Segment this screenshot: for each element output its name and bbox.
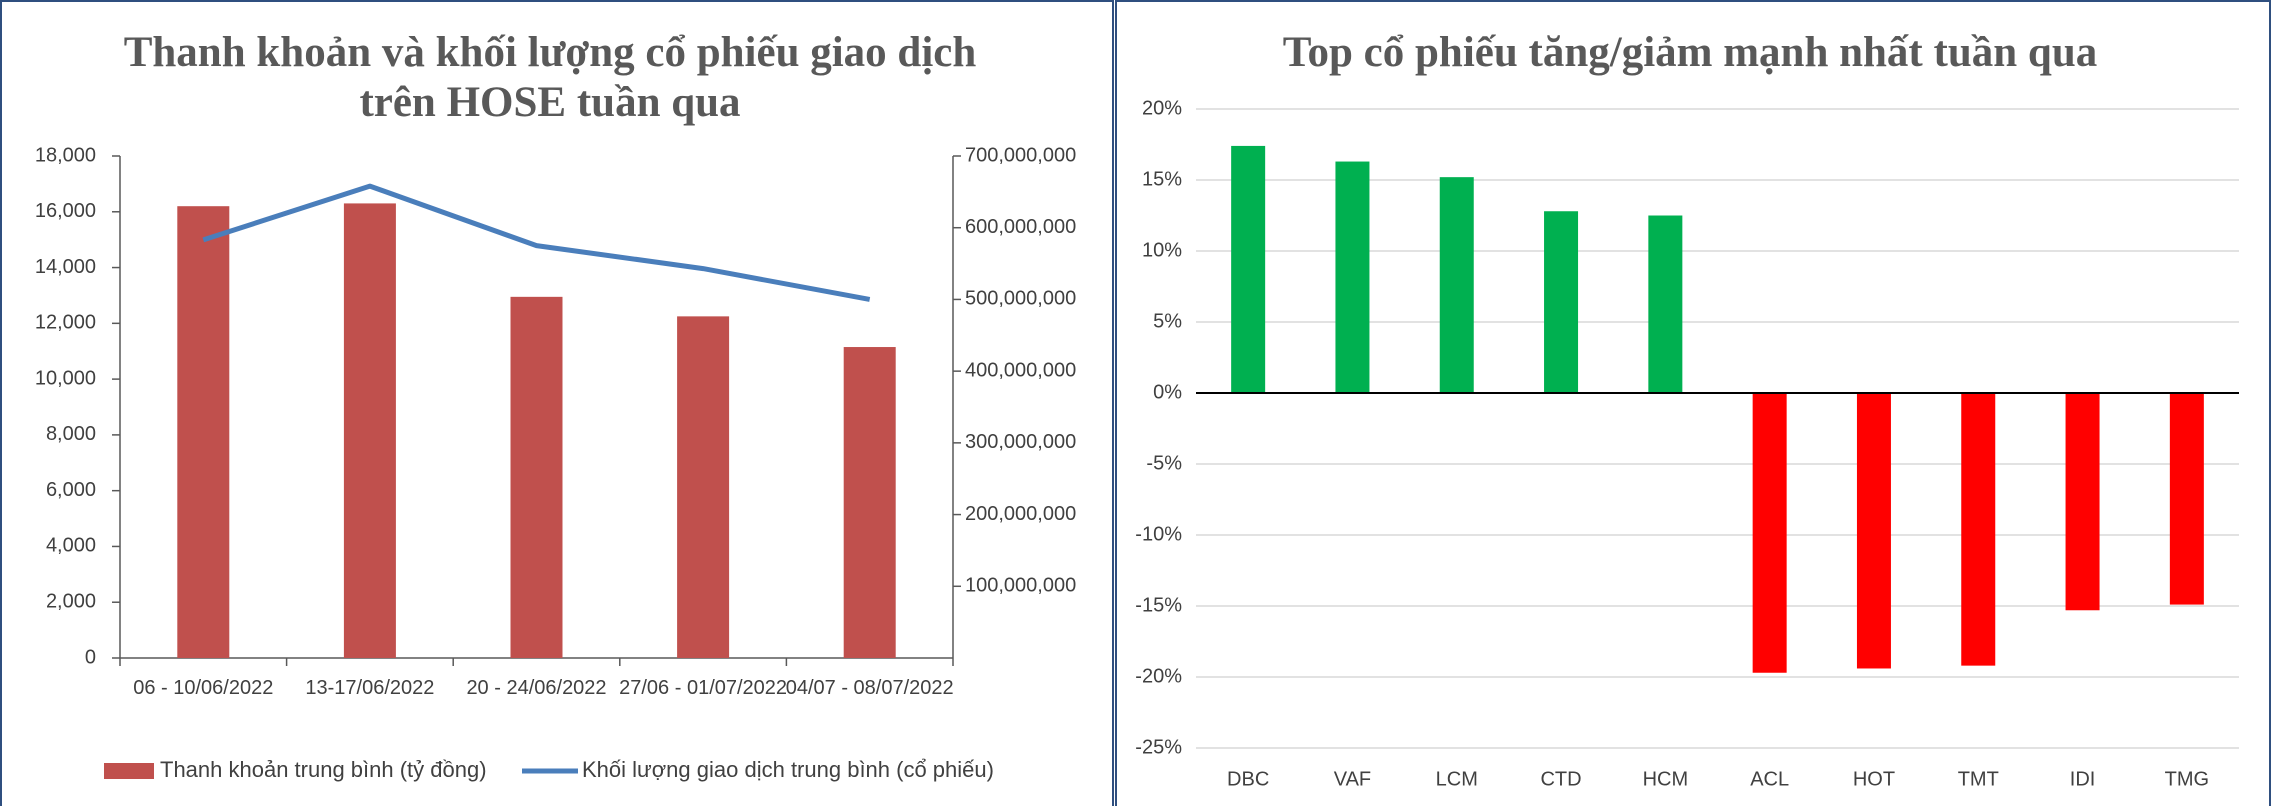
right-panel bbox=[1115, 0, 2271, 806]
bar bbox=[1856, 393, 1891, 669]
bar bbox=[843, 347, 896, 658]
x-tick-label: TMG bbox=[2165, 768, 2209, 790]
y-tick-label: -25% bbox=[1135, 736, 1182, 758]
x-tick-label: VAF bbox=[1334, 768, 1371, 790]
legend-swatch bbox=[104, 763, 154, 779]
x-tick-label: 20 - 24/06/2022 bbox=[466, 677, 607, 699]
y-tick-label: 18,000 bbox=[35, 144, 96, 166]
line bbox=[202, 183, 871, 302]
bar bbox=[2169, 393, 2204, 605]
bar bbox=[1752, 393, 1787, 673]
chart-title: Top cổ phiếu tăng/giảm mạnh nhất tuần qu… bbox=[1282, 29, 2098, 76]
legend-label: Khối lượng giao dịch trung bình (cổ phiế… bbox=[582, 757, 994, 782]
x-tick-label: 06 - 10/06/2022 bbox=[133, 677, 274, 699]
bar bbox=[1439, 177, 1474, 393]
y-tick-label: -20% bbox=[1135, 665, 1182, 687]
y2-tick-label: 500,000,000 bbox=[965, 288, 1076, 310]
legend-label: Thanh khoản trung bình (tỷ đồng) bbox=[160, 757, 487, 782]
y-tick-label: 10,000 bbox=[35, 367, 96, 389]
y2-tick-label: 600,000,000 bbox=[965, 216, 1076, 238]
bar bbox=[177, 206, 230, 658]
y2-tick-label: 200,000,000 bbox=[965, 503, 1076, 525]
y2-tick-label: 100,000,000 bbox=[965, 575, 1076, 597]
y-tick-label: 2,000 bbox=[46, 591, 96, 613]
y-tick-label: -5% bbox=[1146, 452, 1182, 474]
y-tick-label: -10% bbox=[1135, 523, 1182, 545]
bar bbox=[1648, 215, 1683, 393]
x-tick-label: 13-17/06/2022 bbox=[305, 677, 435, 699]
y-tick-label: -15% bbox=[1135, 594, 1182, 616]
y2-tick-label: 300,000,000 bbox=[965, 431, 1076, 453]
bar bbox=[677, 316, 730, 658]
chart-title: Thanh khoản và khối lượng cổ phiếu giao … bbox=[123, 29, 977, 126]
y-tick-label: 0% bbox=[1153, 381, 1182, 403]
x-tick-label: HOT bbox=[1853, 768, 1895, 790]
bar bbox=[1544, 211, 1579, 393]
x-tick-label: TMT bbox=[1958, 768, 1999, 790]
y-tick-label: 4,000 bbox=[46, 535, 96, 557]
y-tick-label: 8,000 bbox=[46, 423, 96, 445]
bar bbox=[1335, 161, 1370, 393]
x-tick-label: LCM bbox=[1436, 768, 1478, 790]
y-tick-label: 20% bbox=[1142, 97, 1182, 119]
bar bbox=[510, 296, 563, 658]
bar bbox=[2065, 393, 2100, 611]
x-tick-label: ACL bbox=[1750, 768, 1789, 790]
x-tick-label: HCM bbox=[1643, 768, 1689, 790]
bar bbox=[343, 203, 396, 658]
y2-tick-label: 700,000,000 bbox=[965, 144, 1076, 166]
y-tick-label: 15% bbox=[1142, 168, 1182, 190]
x-tick-label: IDI bbox=[2070, 768, 2096, 790]
bar bbox=[1961, 393, 1996, 666]
y-tick-label: 14,000 bbox=[35, 256, 96, 278]
y-tick-label: 16,000 bbox=[35, 200, 96, 222]
left-panel bbox=[0, 0, 1114, 806]
x-tick-label: 04/07 - 08/07/2022 bbox=[785, 677, 954, 699]
y-tick-label: 5% bbox=[1153, 310, 1182, 332]
x-tick-label: DBC bbox=[1227, 768, 1269, 790]
x-tick-label: 27/06 - 01/07/2022 bbox=[619, 677, 788, 699]
y2-tick-label: 400,000,000 bbox=[965, 359, 1076, 381]
y-tick-label: 12,000 bbox=[35, 312, 96, 334]
x-tick-label: CTD bbox=[1540, 768, 1581, 790]
y-tick-label: 6,000 bbox=[46, 479, 96, 501]
y-tick-label: 10% bbox=[1142, 239, 1182, 261]
y-tick-label: 0 bbox=[85, 646, 96, 668]
bar bbox=[1231, 145, 1266, 393]
